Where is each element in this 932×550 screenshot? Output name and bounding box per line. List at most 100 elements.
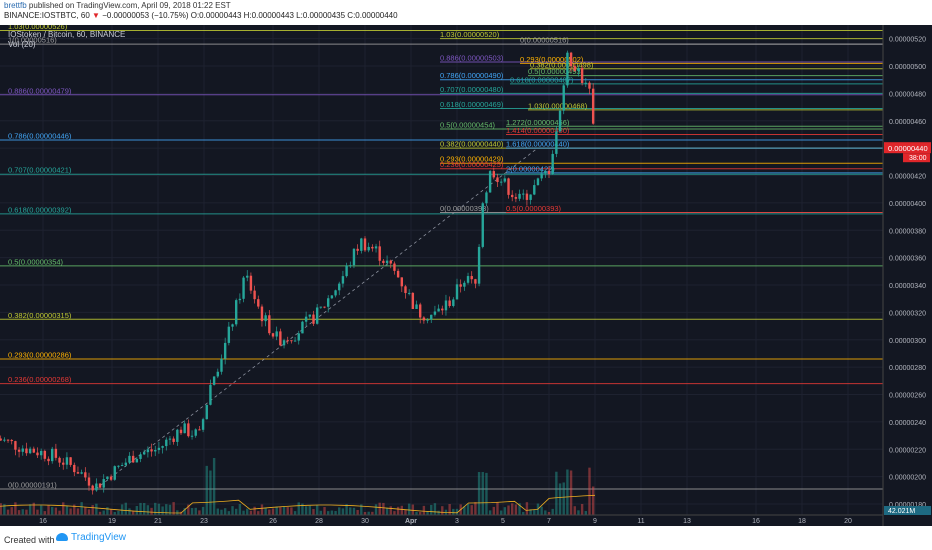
fib-level-label: 0.786(0.00000446) xyxy=(8,131,72,140)
candle-body xyxy=(474,279,477,284)
fib-level-label: 0.236(0.00000425) xyxy=(440,160,504,169)
volume-bar xyxy=(220,509,223,515)
y-tick-label: 0.00000480 xyxy=(889,91,926,98)
candle-body xyxy=(459,284,462,287)
candle-body xyxy=(566,52,569,86)
volume-bar xyxy=(470,505,473,515)
candle-body xyxy=(374,246,378,249)
x-tick-label: 18 xyxy=(798,518,806,525)
candle-body xyxy=(334,290,337,296)
candle-body xyxy=(69,457,72,465)
chart-legend-title: IOStoken / Bitcoin, 60, BINANCE xyxy=(8,30,125,39)
volume-bar xyxy=(231,506,234,515)
y-tick-label: 0.00000520 xyxy=(889,37,926,44)
fib-level-label: 0.5(0.00000354) xyxy=(8,257,64,266)
x-tick-label: 9 xyxy=(593,518,597,525)
volume-bar xyxy=(352,507,356,515)
candle-body xyxy=(562,85,565,111)
candle-body xyxy=(58,457,61,463)
volume-bar xyxy=(591,486,595,515)
fib-level-label: 1.414(0.00000450) xyxy=(506,126,570,135)
candle-body xyxy=(584,82,587,84)
candle-body xyxy=(235,300,238,325)
tradingview-logo[interactable]: TradingView xyxy=(56,532,126,543)
ohlc-text: O:0.00000443 H:0.00000443 L:0.00000435 C… xyxy=(190,11,398,20)
volume-bar xyxy=(235,508,238,515)
candle-body xyxy=(492,171,495,178)
candle-body xyxy=(463,282,466,287)
volume-bar xyxy=(113,511,116,515)
candle-body xyxy=(338,283,341,291)
volume-bar xyxy=(190,508,194,515)
candle-body xyxy=(385,260,389,264)
volume-bar xyxy=(238,504,242,515)
x-tick-label: 13 xyxy=(683,518,691,525)
volume-bar xyxy=(47,505,50,515)
y-tick-label: 0.00000240 xyxy=(889,420,926,427)
fibonacci-levels[interactable]: 1(0.00000516) 1.03(0.00000526) 0.886(0.000… xyxy=(0,22,883,490)
x-tick-label: 20 xyxy=(844,518,852,525)
candle-body xyxy=(95,483,98,491)
volume-bar xyxy=(407,503,411,515)
volume-bar xyxy=(95,503,98,515)
candle-body xyxy=(80,472,83,474)
y-tick-label: 0.00000500 xyxy=(889,64,926,71)
candle-body xyxy=(378,246,381,261)
candle-body xyxy=(360,238,363,251)
volume-bar xyxy=(271,508,275,515)
candle-body xyxy=(591,88,595,124)
volume-bar xyxy=(499,510,503,515)
fib-level-label: 0.5(0.00000454) xyxy=(440,121,496,130)
candles xyxy=(0,50,595,495)
volume-bar xyxy=(183,508,186,515)
y-tick-label: 0.00000340 xyxy=(889,283,926,290)
volume-bar xyxy=(17,510,21,515)
candle-body xyxy=(157,447,161,450)
candle-body xyxy=(455,284,459,300)
volume-bar xyxy=(540,506,543,515)
volume-bar xyxy=(275,506,278,515)
candle-body xyxy=(54,448,58,458)
fib-level-label: 0.293(0.00000502) xyxy=(520,55,584,64)
last-price-tag xyxy=(884,142,931,154)
volume-bar xyxy=(124,502,127,515)
candle-body xyxy=(485,192,488,204)
volume-bar xyxy=(396,506,400,515)
symbol-text: BINANCE:IOSTBTC, 60 xyxy=(4,11,90,20)
price-chart[interactable]: 1(0.00000516) 1.03(0.00000526) 0.886(0.000… xyxy=(0,22,932,526)
volume-bar xyxy=(209,470,212,515)
fib-level-label: 0.707(0.00000480) xyxy=(440,85,504,94)
volume-bar xyxy=(503,507,507,515)
volume-bar xyxy=(315,505,319,515)
candle-body xyxy=(91,485,94,491)
volume-bar xyxy=(28,504,32,515)
candle-body xyxy=(580,68,584,83)
candle-body xyxy=(304,316,308,322)
volume-bar xyxy=(76,508,80,515)
volume-bar xyxy=(378,502,381,515)
fib-level-label: 0.618(0.00000392) xyxy=(8,205,72,214)
volume-bar xyxy=(584,511,587,515)
volume-bar xyxy=(404,509,407,515)
candle-body xyxy=(98,483,102,488)
candle-body xyxy=(216,371,219,377)
author-link[interactable]: brettfb xyxy=(4,1,27,10)
volume-bar xyxy=(223,508,227,515)
x-tick-label: Apr xyxy=(405,518,417,525)
volume-bar xyxy=(529,509,532,515)
volume-bar xyxy=(330,510,334,515)
candle-body xyxy=(190,435,194,437)
volume-bar xyxy=(360,504,363,515)
y-tick-label: 0.00000420 xyxy=(889,174,926,181)
candle-body xyxy=(477,246,481,284)
x-tick-label: 11 xyxy=(637,518,644,525)
candle-body xyxy=(404,286,407,294)
volume-bar xyxy=(426,511,429,515)
candle-body xyxy=(312,314,315,324)
chart-area[interactable]: 1(0.00000516) 1.03(0.00000526) 0.886(0.000… xyxy=(0,22,932,526)
volume-bar xyxy=(367,511,370,515)
volume-bar xyxy=(437,510,440,515)
volume-bar xyxy=(481,472,484,515)
volume-bar xyxy=(172,502,175,515)
volume-bar xyxy=(419,511,422,515)
